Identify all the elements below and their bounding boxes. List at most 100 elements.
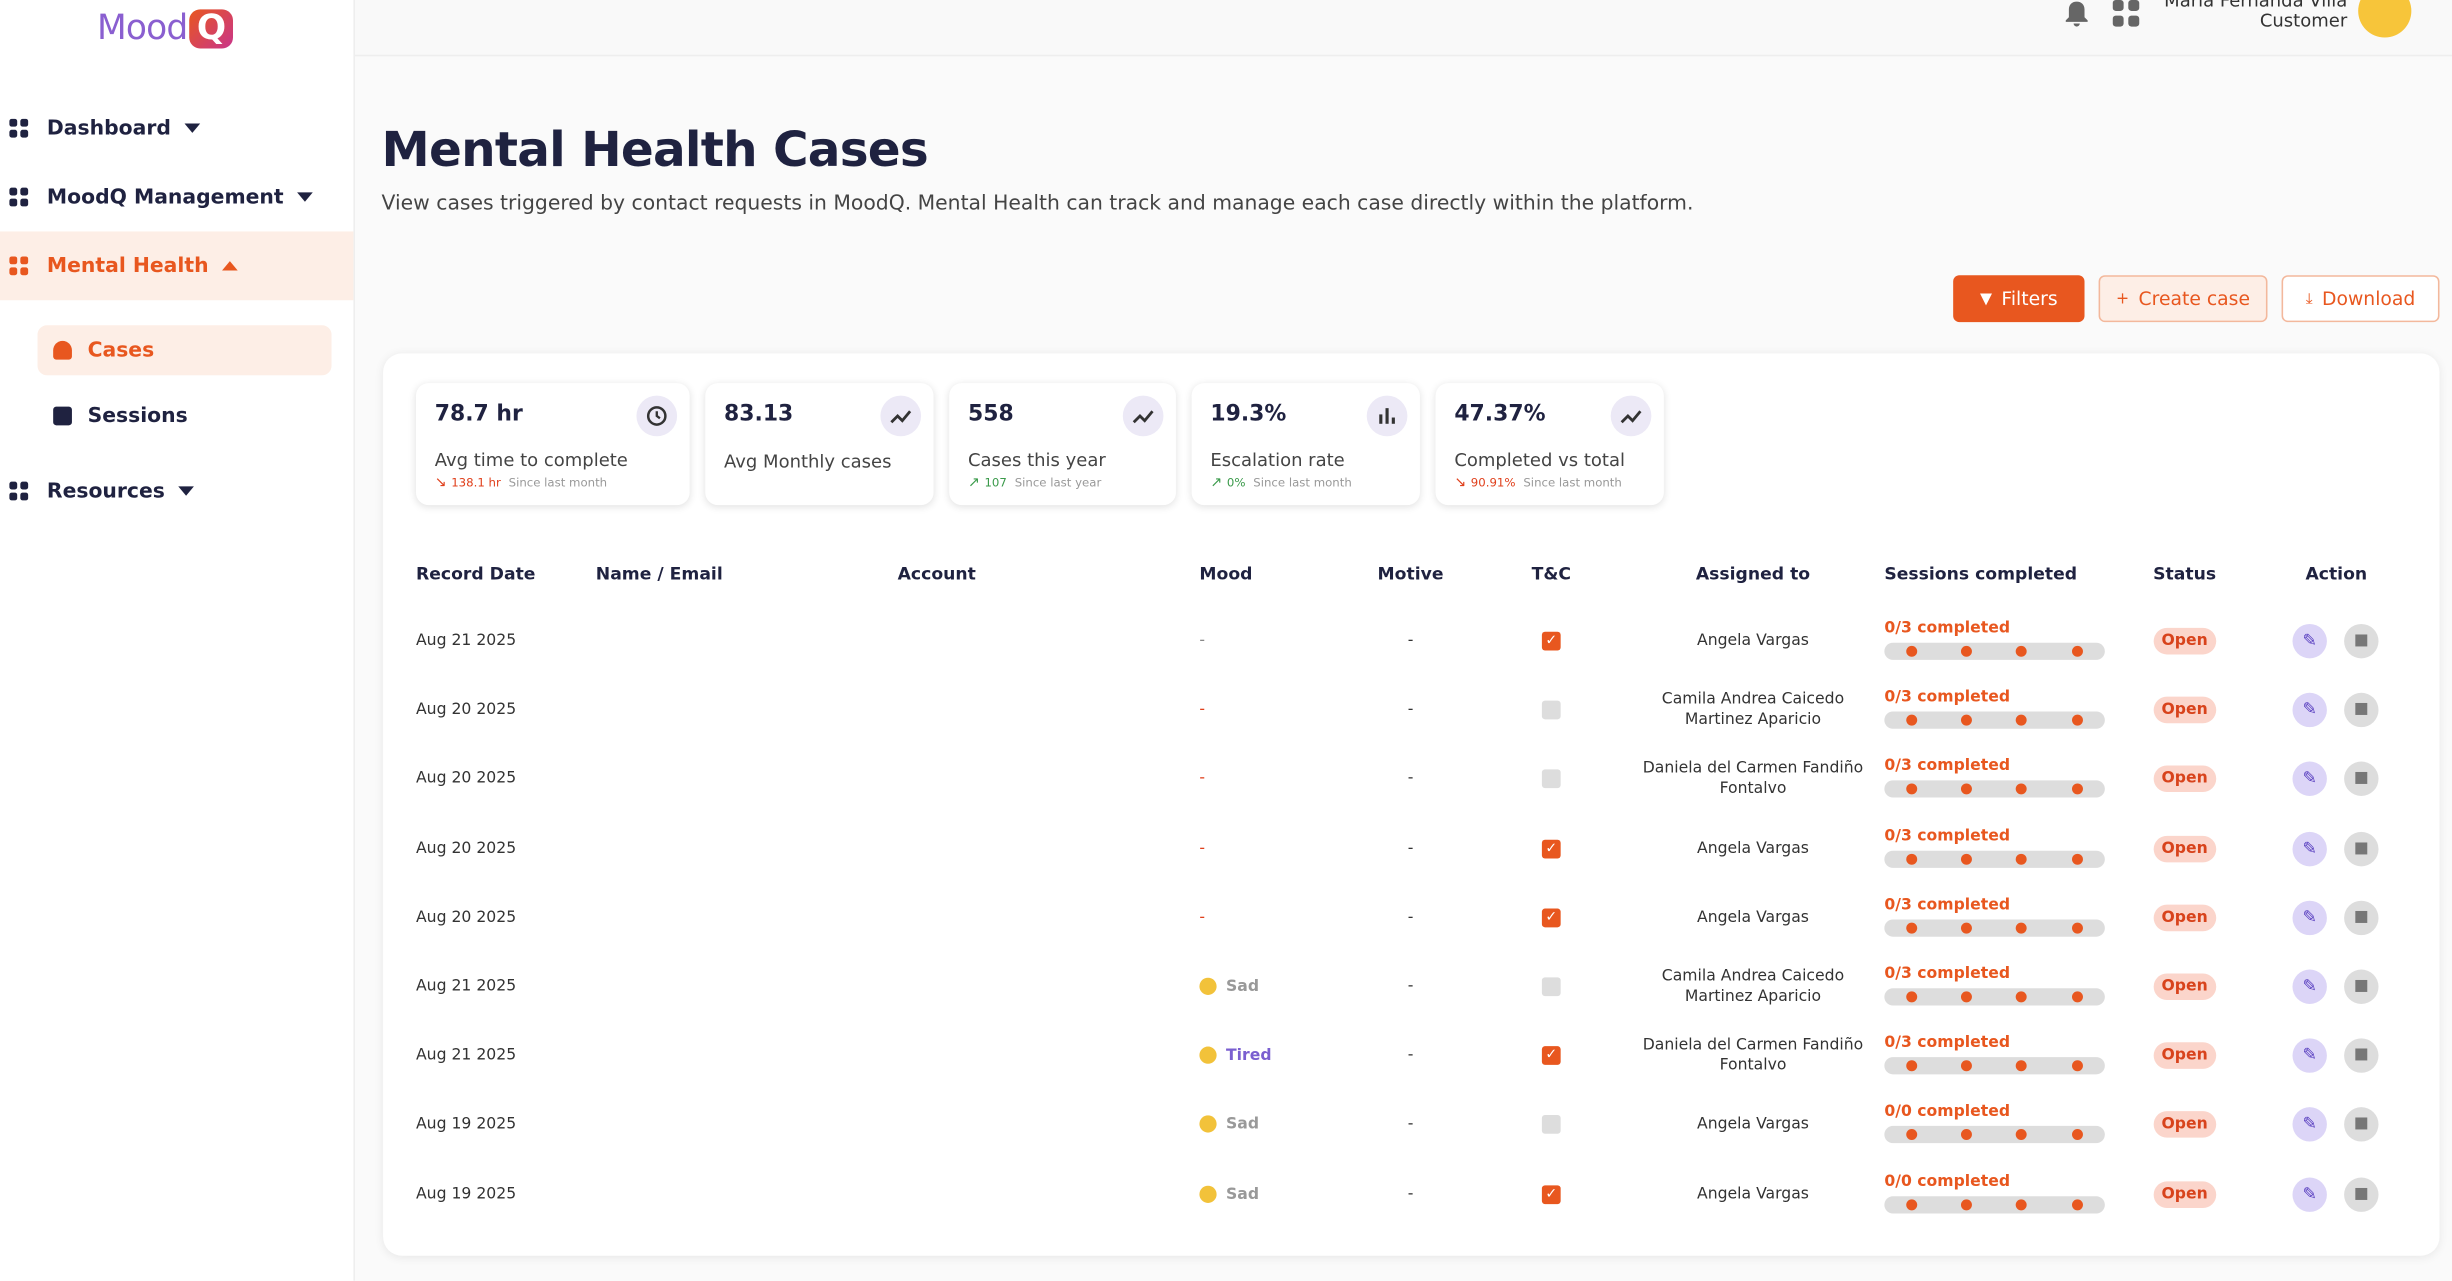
tc-checkbox[interactable]: ✓	[1541, 839, 1561, 858]
delete-button[interactable]: ■	[2344, 1176, 2379, 1212]
bell-icon[interactable]	[2063, 0, 2091, 28]
stat-label: Escalation rate	[1210, 448, 1345, 471]
progress-dot	[2072, 922, 2083, 934]
record-date: Aug 19 2025	[415, 1185, 517, 1203]
edit-button[interactable]: ✎	[2292, 900, 2327, 935]
edit-button[interactable]: ✎	[2292, 623, 2327, 659]
progress-dot	[2015, 714, 2027, 726]
status-badge: Open	[2153, 1180, 2216, 1208]
stat-note: Since last month	[1253, 475, 1352, 490]
sessions-completed: 0/3 completed	[1884, 1034, 2011, 1052]
stat-value: 83.13	[724, 401, 794, 427]
user-role: Customer	[2259, 9, 2348, 32]
sessions-progress	[1884, 1195, 2105, 1213]
edit-button[interactable]: ✎	[2292, 969, 2327, 1004]
edit-button[interactable]: ✎	[2292, 1176, 2327, 1212]
stat-value: 19.3%	[1210, 401, 1287, 427]
delete-button[interactable]: ■	[2344, 969, 2379, 1004]
nav-item[interactable]: Resources	[0, 457, 353, 526]
mood-emoji	[1199, 1046, 1217, 1065]
record-date: Aug 20 2025	[415, 701, 517, 719]
mood-label: -	[1199, 909, 1206, 927]
sessions-progress	[1884, 711, 2105, 730]
sessions-completed: 0/3 completed	[1884, 758, 2011, 776]
edit-button[interactable]: ✎	[2292, 762, 2327, 797]
stat-icon	[1122, 395, 1164, 437]
assigned-to: Angela Vargas	[1697, 1185, 1809, 1203]
sessions-completed: 0/3 completed	[1884, 965, 2011, 983]
tc-checkbox[interactable]	[1541, 977, 1561, 997]
edit-button[interactable]: ✎	[2292, 1038, 2327, 1074]
tc-checkbox[interactable]: ✓	[1541, 1184, 1561, 1204]
mood: -	[1199, 702, 1205, 719]
delete-button[interactable]: ■	[2344, 762, 2379, 797]
motive: -	[1407, 1116, 1414, 1134]
tc-checkbox[interactable]	[1541, 1115, 1561, 1135]
nav-subitem[interactable]: Sessions	[38, 391, 332, 441]
caret	[184, 123, 201, 133]
tc-checkbox[interactable]: ✓	[1541, 908, 1561, 928]
assigned-to: Angela Vargas	[1697, 1116, 1809, 1134]
logo[interactable]: Mood Q	[97, 9, 234, 49]
stat-change-value: 0%	[1226, 475, 1246, 490]
progress-dot	[2015, 853, 2027, 865]
nav-subitem[interactable]: Cases	[37, 325, 332, 376]
delete-button[interactable]: ■	[2344, 623, 2379, 659]
nav-label: Dashboard	[46, 116, 171, 140]
motive: -	[1407, 770, 1414, 788]
nav-item[interactable]: MoodQ Management	[0, 163, 353, 232]
tc-checkbox[interactable]	[1541, 769, 1561, 789]
sessions-completed: 0/0 completed	[1884, 1172, 2011, 1191]
edit-button[interactable]: ✎	[2292, 831, 2327, 866]
mood-label: Sad	[1226, 1185, 1260, 1204]
status-badge: Open	[2153, 973, 2216, 1001]
button[interactable]: + Create case	[2098, 275, 2268, 323]
nav-sublabel: Sessions	[87, 404, 188, 428]
tc-checkbox[interactable]	[1541, 700, 1561, 720]
edit-button[interactable]: ✎	[2292, 693, 2327, 728]
stat-note: Since last year	[1014, 475, 1102, 490]
stat-note: Since last month	[508, 475, 608, 490]
delete-button[interactable]: ■	[2344, 831, 2379, 866]
stat-card: 83.13 Avg Monthly cases	[705, 383, 934, 506]
progress-dot	[1960, 991, 1972, 1003]
apps-icon[interactable]	[2112, 0, 2141, 28]
stat-card: 19.3% Escalation rate ↗ 0% Since last month	[1191, 383, 1420, 506]
progress-dot	[2015, 1198, 2027, 1210]
status-badge: Open	[2153, 904, 2216, 931]
delete-button[interactable]: ■	[2344, 693, 2379, 728]
sessions-completed: 0/3 completed	[1884, 827, 2011, 845]
progress-dot	[2072, 1129, 2083, 1141]
topbar: María Fernanda Villa Customer	[354, 0, 2452, 57]
progress-dot	[2072, 784, 2083, 796]
progress-dot	[1906, 853, 1918, 865]
delete-button[interactable]: ■	[2344, 1038, 2379, 1074]
tc-checkbox[interactable]: ✓	[1541, 1046, 1561, 1066]
progress-dot	[2072, 645, 2083, 657]
nav-item[interactable]: Mental Health	[0, 231, 354, 301]
progress-dot	[1960, 853, 1972, 865]
column-header: Account	[897, 563, 976, 585]
button[interactable]: ▼ Filters	[1953, 275, 2085, 323]
progress-dot	[1906, 714, 1918, 726]
tc-checkbox[interactable]: ✓	[1541, 631, 1561, 651]
mood-label: Tired	[1226, 1047, 1272, 1065]
button[interactable]: ⤓ Download	[2281, 275, 2440, 323]
delete-button[interactable]: ■	[2344, 1107, 2379, 1143]
column-header: Record Date	[415, 563, 536, 585]
record-date: Aug 20 2025	[415, 839, 517, 858]
column-header: Status	[2153, 563, 2217, 585]
stat-value: 558	[967, 401, 1014, 427]
stat-label: Avg Monthly cases	[724, 450, 892, 473]
status-badge: Open	[2153, 1111, 2216, 1139]
progress-dot	[2072, 1060, 2083, 1072]
nav-item[interactable]: Dashboard	[0, 94, 353, 163]
nav-subicon	[53, 340, 72, 360]
stat-change-value: 138.1 hr	[451, 475, 501, 490]
avatar[interactable]	[2358, 0, 2412, 38]
column-header: Mood	[1199, 563, 1253, 585]
delete-button[interactable]: ■	[2344, 900, 2379, 935]
assigned-to: Angela Vargas	[1697, 909, 1809, 927]
edit-button[interactable]: ✎	[2292, 1107, 2327, 1143]
